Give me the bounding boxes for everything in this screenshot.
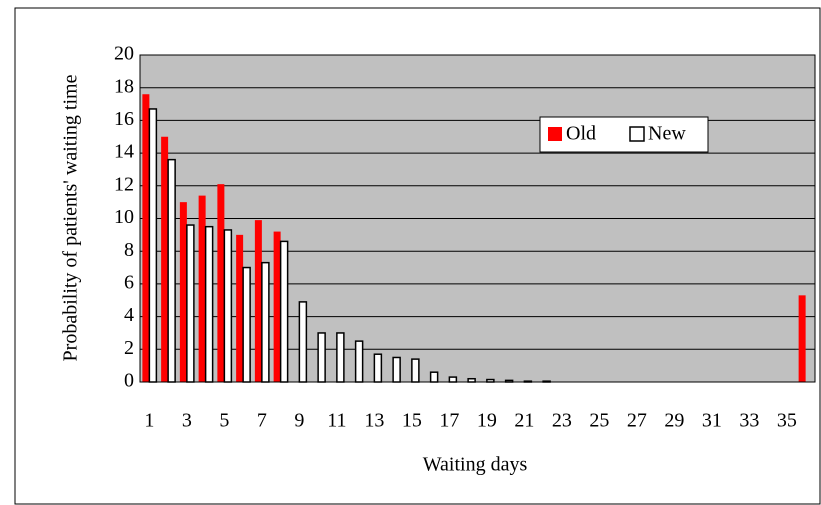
legend-swatch [548, 127, 562, 141]
x-tick-label: 3 [182, 410, 192, 432]
bar [186, 224, 195, 383]
x-tick-label: 9 [294, 410, 304, 432]
bar [261, 261, 270, 383]
bar [217, 184, 225, 382]
x-tick-label: 1 [144, 410, 154, 432]
x-tick-label: 35 [777, 410, 797, 432]
bar [167, 158, 176, 383]
x-tick-label: 21 [514, 410, 534, 432]
bar [223, 229, 233, 383]
bar [198, 195, 206, 382]
bar [273, 231, 281, 382]
legend-label: New [648, 123, 686, 145]
x-tick-label: 7 [257, 410, 267, 432]
bar [142, 94, 150, 383]
x-tick-label: 11 [327, 410, 346, 432]
bar [179, 202, 187, 382]
legend-box [539, 116, 709, 153]
y-tick-label: 6 [124, 271, 134, 293]
x-tick-label: 23 [552, 410, 572, 432]
y-tick-label: 16 [114, 108, 134, 130]
y-tick-label: 2 [124, 337, 134, 359]
bar [279, 240, 289, 383]
x-tick-label: 19 [477, 410, 497, 432]
bar [392, 356, 401, 383]
x-tick-label: 31 [702, 410, 722, 432]
bar [373, 353, 383, 383]
x-tick-label: 13 [364, 410, 384, 432]
x-tick-label: 33 [739, 410, 759, 432]
y-tick-label: 8 [124, 239, 134, 261]
bar [411, 358, 420, 383]
bar [798, 295, 806, 382]
y-tick-label: 4 [124, 304, 134, 326]
y-tick-label: 10 [114, 206, 134, 228]
bar [448, 376, 458, 383]
legend-label: Old [566, 123, 596, 145]
bar [429, 371, 439, 383]
bar [354, 340, 364, 383]
x-tick-label: 27 [627, 410, 647, 432]
x-axis-title: Waiting days [423, 454, 528, 476]
y-tick-label: 20 [114, 43, 134, 65]
bar [148, 108, 158, 383]
bar [254, 220, 262, 382]
legend-swatch [629, 126, 645, 142]
bar [204, 225, 214, 383]
x-tick-label: 29 [664, 410, 684, 432]
bar [236, 234, 244, 382]
bar [242, 266, 251, 383]
y-axis-title: Probability of patients' waiting time [60, 74, 82, 361]
bar [336, 332, 345, 383]
bar [298, 301, 308, 383]
x-tick-label: 5 [219, 410, 229, 432]
x-tick-label: 15 [402, 410, 422, 432]
y-tick-label: 0 [124, 370, 134, 392]
bar [317, 332, 326, 383]
x-tick-label: 17 [439, 410, 459, 432]
x-tick-label: 25 [589, 410, 609, 432]
bar [161, 136, 169, 382]
y-tick-label: 12 [114, 173, 134, 195]
y-tick-label: 18 [114, 75, 134, 97]
y-tick-label: 14 [114, 141, 134, 163]
